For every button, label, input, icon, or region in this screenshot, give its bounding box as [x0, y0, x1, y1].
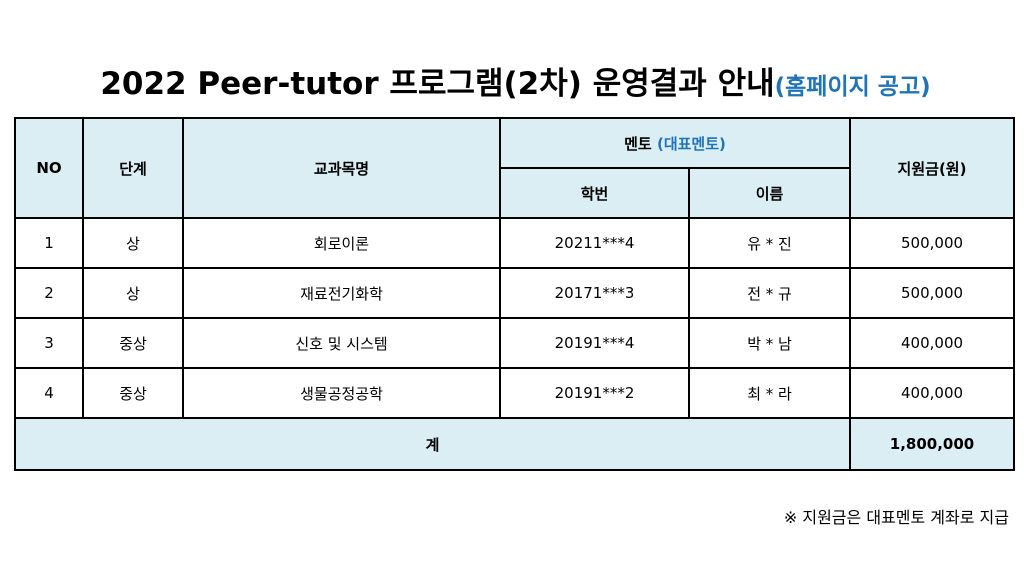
total-amount: 1,800,000: [849, 417, 1016, 471]
cell-amount: 500,000: [849, 217, 1016, 269]
cell-subject: 신호 및 시스템: [182, 317, 501, 369]
cell-level: 상: [82, 217, 184, 269]
cell-level: 중상: [82, 367, 184, 419]
header-no: NO: [14, 117, 84, 219]
cell-level: 중상: [82, 317, 184, 369]
footnote: ※ 지원금은 대표멘토 계좌로 지급: [783, 508, 1009, 527]
cell-amount: 400,000: [849, 317, 1016, 369]
cell-student-id: 20191***2: [499, 367, 690, 419]
table-row: 3 중상 신호 및 시스템 20191***4 박 * 남 400,000: [14, 317, 1016, 369]
page-title-main: 2022 Peer-tutor 프로그램(2차) 운영결과 안내: [100, 66, 775, 102]
page-title-suffix: (홈페이지 공고): [774, 74, 931, 100]
table-row: 4 중상 생물공정공학 20191***2 최 * 라 400,000: [14, 367, 1016, 419]
cell-level: 상: [82, 267, 184, 319]
header-student-id: 학번: [499, 167, 690, 219]
header-mentor: 멘토 (대표멘토): [498, 117, 852, 169]
table-header-row: NO 단계 교과목명 멘토 (대표멘토) 지원금(원): [14, 117, 1016, 219]
page-title: 2022 Peer-tutor 프로그램(2차) 운영결과 안내(홈페이지 공고…: [0, 58, 1031, 103]
table-subheader-row: 학번 이름: [15, 167, 1014, 219]
header-subject: 교과목명: [182, 117, 501, 219]
cell-student-id: 20171***3: [499, 267, 690, 319]
cell-name: 최 * 라: [687, 367, 852, 419]
results-table: NO 단계 교과목명 멘토 (대표멘토) 지원금(원) 학번 이름 1 상 회로…: [13, 117, 1016, 471]
cell-student-id: 20191***4: [499, 317, 690, 369]
cell-amount: 500,000: [849, 267, 1016, 319]
header-amount: 지원금(원): [849, 117, 1016, 219]
cell-amount: 400,000: [849, 367, 1016, 419]
cell-no: 2: [14, 267, 84, 319]
cell-no: 1: [14, 217, 84, 269]
cell-subject: 생물공정공학: [182, 367, 501, 419]
header-name: 이름: [687, 167, 852, 219]
cell-subject: 회로이론: [182, 217, 501, 269]
cell-name: 유 * 진: [687, 217, 852, 269]
header-mentor-label: 멘토: [624, 134, 652, 153]
cell-name: 전 * 규: [687, 267, 852, 319]
cell-no: 3: [14, 317, 84, 369]
total-label: 계: [13, 417, 852, 471]
table-row: 1 상 회로이론 20211***4 유 * 진 500,000: [14, 217, 1016, 269]
table-row: 2 상 재료전기화학 20171***3 전 * 규 500,000: [14, 267, 1016, 319]
header-mentor-note: (대표멘토): [656, 134, 726, 153]
header-level: 단계: [82, 117, 184, 219]
cell-subject: 재료전기화학: [182, 267, 501, 319]
cell-name: 박 * 남: [687, 317, 852, 369]
cell-no: 4: [14, 367, 84, 419]
table-total-row: 계 1,800,000: [13, 417, 1016, 471]
cell-student-id: 20211***4: [499, 217, 690, 269]
